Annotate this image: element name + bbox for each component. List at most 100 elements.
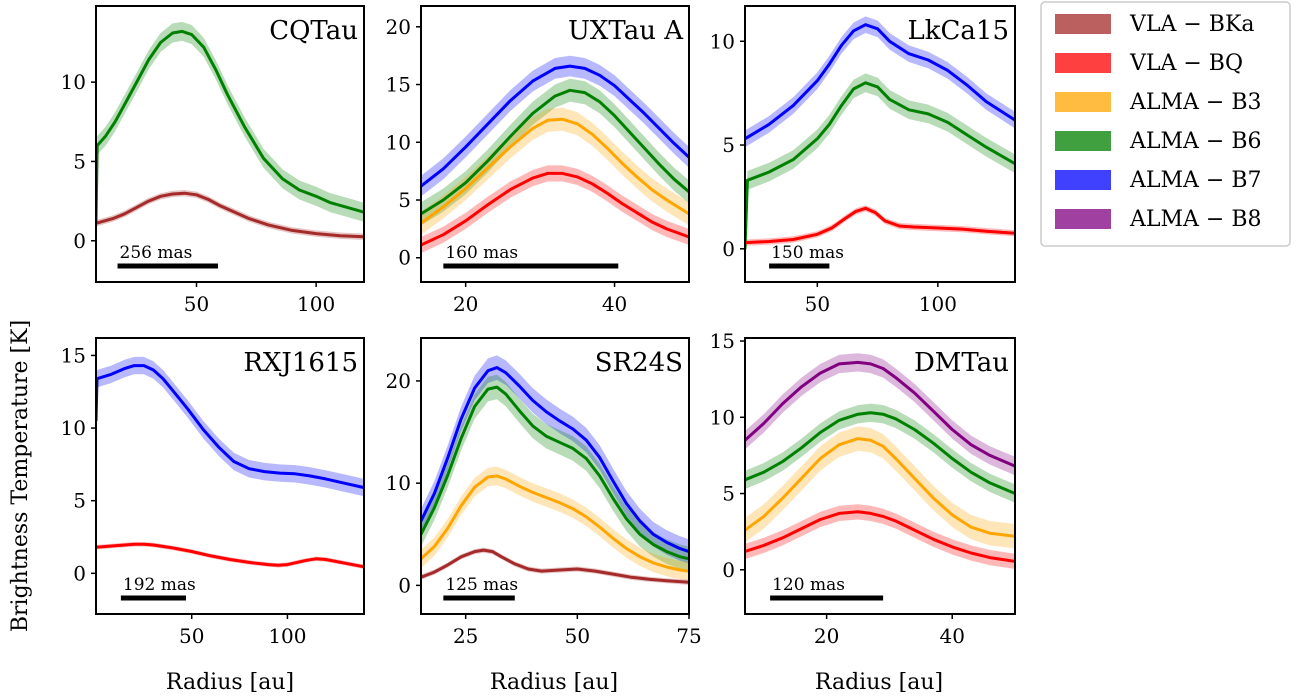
y-tick-label: 5 [73,149,86,173]
series-line-alma-b6 [745,81,1015,249]
legend: VLA − BKa VLA − BQ ALMA − B3 ALMA − B6 ALMA … [1040,1,1291,247]
series-band-vla-bq [745,504,1015,569]
panel-rxj1615: 0 5 10 15 50 100 RXJ1615 192 mas [61,337,365,648]
series-line-alma-b3 [421,117,689,225]
series-line-vla-bq [421,171,689,247]
series-line-alma-b8 [745,360,1015,468]
y-tick-label: 10 [61,416,86,440]
legend-entry-vla-bq: VLA − BQ [1055,51,1243,76]
y-tick-label: 10 [386,130,411,154]
legend-label: VLA − BKa [1129,12,1255,37]
series-line-alma-b7 [745,23,1015,141]
x-axis-label-col3: Radius [au] [815,670,943,695]
y-tick-label: 0 [73,561,86,585]
series-band-vla-bq [96,542,364,569]
series-band-alma-b6 [421,78,689,226]
y-tick-label: 5 [722,482,735,506]
y-tick-label: 5 [73,489,86,513]
x-tick-label: 40 [939,624,964,648]
scale-bar-label: 192 mas [123,575,196,595]
y-tick-label: 0 [73,229,86,253]
series-line-vla-bka [96,191,364,239]
panel-cqtau: 0 5 10 50 100 CQTau 256 mas [61,5,365,316]
series-line-alma-b7 [421,64,689,188]
x-tick-label: 75 [676,624,701,648]
x-tick-label: 100 [297,292,335,316]
scale-bar-label: 150 mas [771,243,844,263]
y-tick-label: 10 [386,471,411,495]
panel-title: UXTau A [568,16,684,46]
y-tick-label: 0 [398,573,411,597]
plot-area [745,16,1015,259]
series-line-alma-b6 [421,88,689,216]
panel-title: RXJ1615 [243,348,358,378]
x-tick-label: 40 [602,292,627,316]
series-band-alma-b6 [745,403,1015,503]
scale-bar-label: 125 mas [445,575,518,595]
legend-label: ALMA − B7 [1129,168,1262,193]
plot-area [96,356,364,569]
legend-label: ALMA − B3 [1129,90,1262,115]
series-band-alma-b7 [421,355,689,564]
x-tick-label: 50 [565,624,590,648]
legend-swatch [1055,209,1111,229]
y-tick-label: 15 [61,343,86,367]
x-axis-label-col1: Radius [au] [166,670,294,695]
series-line-vla-bq [96,542,364,569]
y-tick-label: 15 [710,329,735,353]
x-tick-label: 100 [268,624,306,648]
legend-entry-alma-b3: ALMA − B3 [1055,90,1262,115]
y-tick-label: 5 [722,133,735,157]
panel-title: LkCa15 [908,16,1010,46]
legend-swatch [1055,92,1111,112]
panel-uxtau-a: 0 5 10 15 20 20 40 UXTau A 160 mas [386,5,690,316]
series-line-vla-bq [745,206,1015,245]
y-tick-label: 10 [710,405,735,429]
panel-title: CQTau [269,16,358,46]
x-tick-label: 20 [814,624,839,648]
series-line-vla-bka [421,548,689,584]
series-line-alma-b3 [745,437,1015,538]
series-line-alma-b6 [421,385,689,561]
series-band-alma-b3 [421,107,689,235]
legend-entry-alma-b7: ALMA − B7 [1055,168,1262,193]
series-line-alma-b6 [96,29,364,222]
axes-frame [95,5,365,283]
legend-swatch [1055,170,1111,190]
axes-frame [744,337,1016,615]
axes-frame [95,337,365,615]
plot-area [745,353,1015,569]
scale-bar-label: 120 mas [772,575,845,595]
legend-label: ALMA − B6 [1129,129,1262,154]
y-tick-label: 15 [386,73,411,97]
series-band-alma-b6 [421,374,689,572]
y-axis-label: Brightness Temperature [K] [8,320,33,632]
y-tick-label: 10 [710,29,735,53]
panel-sr24s: 0 10 20 25 50 75 SR24S 125 mas [386,337,702,648]
y-tick-label: 10 [61,70,86,94]
legend-swatch [1055,53,1111,73]
plot-area [421,355,689,585]
axes-frame [744,5,1016,283]
legend-swatch [1055,14,1111,34]
series-line-alma-b6 [745,411,1015,495]
series-line-vla-bq [745,510,1015,563]
series-band-alma-b8 [745,353,1015,476]
x-tick-label: 50 [805,292,830,316]
x-tick-label: 100 [919,292,957,316]
plot-area [421,55,689,254]
series-band-vla-bq [421,165,689,254]
y-tick-label: 0 [722,558,735,582]
panel-title: SR24S [595,348,683,378]
legend-label: VLA − BQ [1129,51,1243,76]
panel-dmtau: 0 5 10 15 20 40 DMTau 120 mas [710,329,1016,648]
series-band-alma-b3 [745,426,1015,549]
series-band-alma-b6 [96,21,364,232]
legend-entry-alma-b6: ALMA − B6 [1055,129,1262,154]
x-tick-label: 20 [453,292,478,316]
series-line-alma-b3 [421,474,689,573]
scale-bar-label: 256 mas [120,243,193,263]
axes-frame [420,5,690,283]
series-line-alma-b7 [96,364,364,490]
